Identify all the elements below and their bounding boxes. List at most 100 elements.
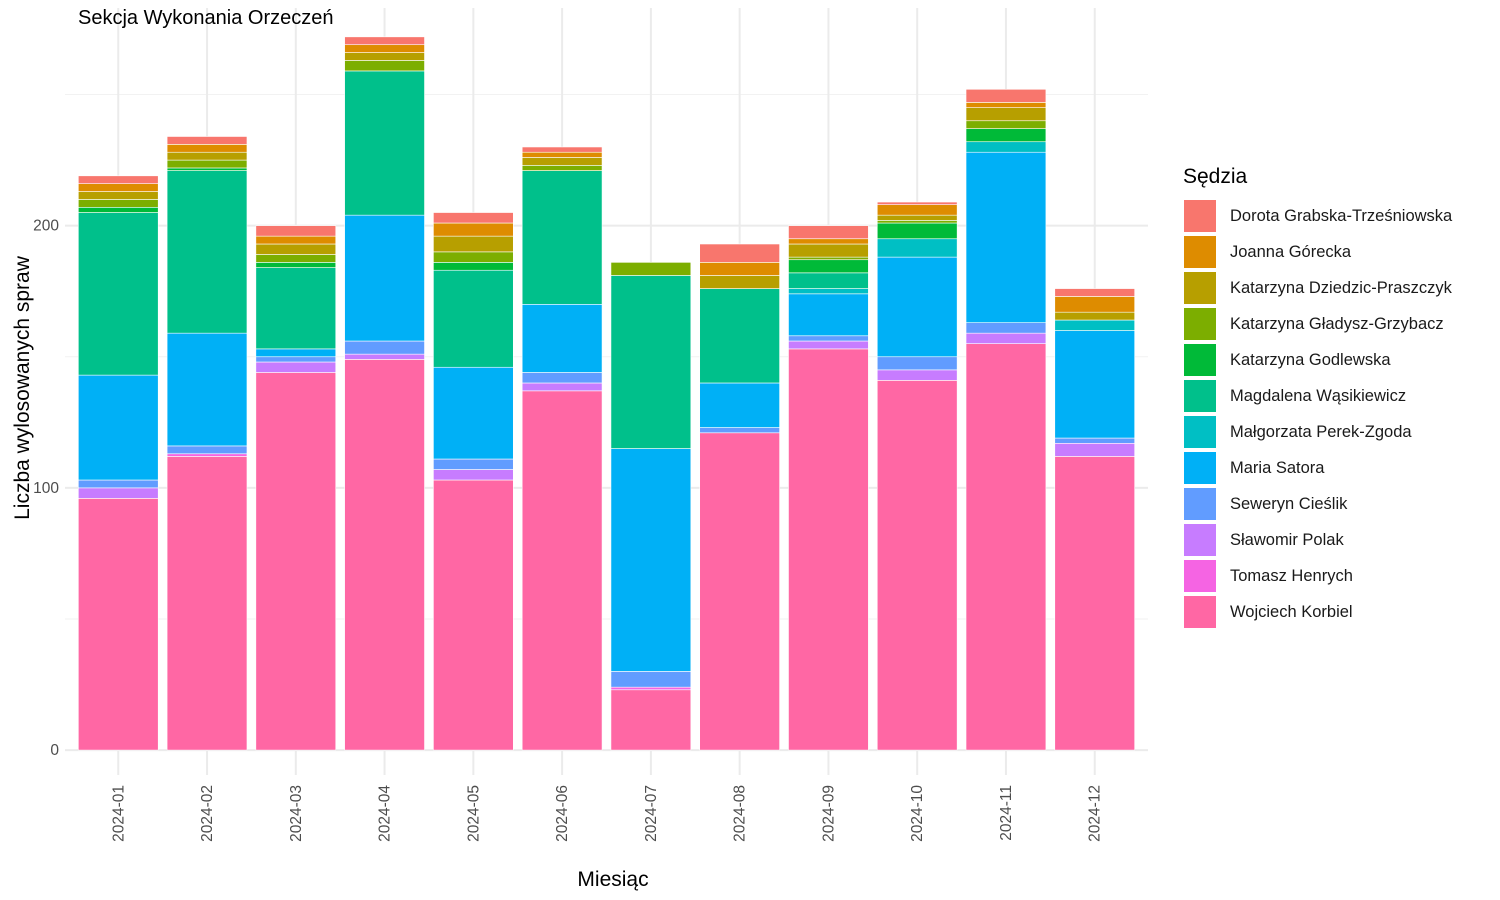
- bar-segment: [1054, 456, 1135, 751]
- bar-segment: [78, 374, 159, 481]
- bar-segment: [166, 445, 248, 455]
- bar-segment: [433, 458, 514, 470]
- bar-segment: [1054, 330, 1135, 439]
- legend-swatch: [1183, 307, 1217, 341]
- legend-label: Małgorzata Perek-Zgoda: [1230, 422, 1412, 441]
- legend-label: Joanna Górecka: [1230, 242, 1352, 261]
- bar-segment: [610, 689, 692, 751]
- bar-segment: [1054, 288, 1135, 297]
- bar-segment: [78, 199, 159, 208]
- legend-title: Sędzia: [1183, 165, 1248, 188]
- legend-item: Joanna Górecka: [1183, 234, 1452, 270]
- legend: Sędzia Dorota Grabska-Trześniowska Joanna…: [1183, 165, 1452, 630]
- bar-segment: [255, 225, 337, 237]
- bar-segment: [876, 256, 958, 358]
- bar-segment: [344, 359, 425, 751]
- bar-segment: [610, 671, 692, 688]
- bar-segment: [433, 269, 514, 368]
- bar-segment: [965, 141, 1047, 153]
- bar-segment: [965, 332, 1047, 344]
- bar-segment: [433, 366, 514, 460]
- bar-segment: [433, 469, 514, 481]
- y-axis-title: Liczba wylosowanych spraw: [11, 255, 34, 520]
- bar-segment: [344, 70, 425, 216]
- bar-segment: [255, 356, 337, 363]
- bar-segment: [78, 191, 159, 200]
- bar-segment: [166, 144, 248, 153]
- legend-item: Wojciech Korbiel: [1183, 594, 1452, 630]
- bar-segment: [876, 201, 958, 205]
- legend-swatch: [1183, 343, 1217, 377]
- chart-title: Sekcja Wykonania Orzeczeń: [78, 7, 334, 29]
- legend-item: Seweryn Cieślik: [1183, 486, 1452, 522]
- bar-segment: [433, 212, 514, 224]
- legend-swatch: [1183, 595, 1217, 629]
- bar-segment: [521, 170, 603, 305]
- bar-segment: [344, 340, 425, 355]
- bar-segment: [965, 88, 1047, 103]
- bar-segment: [433, 262, 514, 271]
- bar-segment: [876, 220, 958, 224]
- bar-segment: [965, 343, 1047, 751]
- bar-segment: [788, 272, 869, 289]
- bar-segment: [965, 128, 1047, 143]
- legend-swatch: [1183, 199, 1217, 233]
- legend-swatch: [1183, 523, 1217, 557]
- bar-segment: [788, 256, 869, 261]
- bar-segment: [610, 275, 692, 449]
- legend-item: Sławomir Polak: [1183, 522, 1452, 558]
- bar-segment: [699, 432, 780, 751]
- legend-item: Katarzyna Gładysz-Grzybacz: [1183, 306, 1452, 342]
- bar-segment: [876, 222, 958, 240]
- legend-label: Katarzyna Dziedzic-Praszczyk: [1230, 278, 1452, 297]
- x-tick-label: 2024-02: [199, 785, 216, 842]
- y-tick-label: 0: [50, 742, 59, 759]
- legend-label: Tomasz Henrych: [1230, 566, 1353, 585]
- bar-segment: [255, 372, 337, 751]
- bar-segment: [788, 238, 869, 245]
- bar-segment: [433, 222, 514, 237]
- legend-label: Katarzyna Godlewska: [1230, 350, 1391, 369]
- bar-segment: [876, 356, 958, 371]
- bar-segment: [1054, 437, 1135, 444]
- bar-segment: [699, 382, 780, 428]
- bar-segment: [344, 52, 425, 61]
- legend-swatch: [1183, 487, 1217, 521]
- legend-item: Tomasz Henrych: [1183, 558, 1452, 594]
- bar-segment: [965, 120, 1047, 129]
- bar-segment: [255, 361, 337, 373]
- bar-segment: [344, 353, 425, 360]
- bar-segment: [166, 332, 248, 447]
- legend-label: Wojciech Korbiel: [1230, 602, 1353, 621]
- bar-segment: [788, 288, 869, 295]
- bar-segment: [788, 243, 869, 258]
- legend-swatch: [1183, 235, 1217, 269]
- bar-segment: [788, 225, 869, 240]
- bar-segment: [1054, 311, 1135, 321]
- bar-segment: [344, 36, 425, 46]
- legend-items: Dorota Grabska-Trześniowska Joanna Góreck…: [1183, 198, 1452, 630]
- bar-segment: [965, 107, 1047, 122]
- bar-segment: [699, 262, 780, 276]
- bar-segment: [433, 251, 514, 263]
- bar-segment: [521, 382, 603, 392]
- x-axis-title: Miesiąc: [577, 868, 648, 891]
- bar-segment: [965, 102, 1047, 108]
- bar-segment: [78, 183, 159, 192]
- legend-swatch: [1183, 379, 1217, 413]
- x-tick-label: 2024-09: [820, 785, 837, 842]
- bar-segment: [255, 254, 337, 263]
- x-tick-label: 2024-07: [643, 785, 660, 842]
- x-tick-label: 2024-04: [377, 785, 394, 842]
- bar-segment: [610, 262, 692, 276]
- bar-segment: [610, 686, 692, 691]
- x-tick-label: 2024-11: [998, 785, 1015, 841]
- bar-segment: [876, 238, 958, 258]
- legend-label: Dorota Grabska-Trześniowska: [1230, 206, 1453, 225]
- legend-item: Magdalena Wąsikiewicz: [1183, 378, 1452, 414]
- bar-segment: [166, 456, 248, 751]
- bar-segment: [166, 170, 248, 334]
- x-tick-label: 2024-10: [909, 785, 926, 842]
- x-tick-label: 2024-05: [465, 785, 482, 842]
- x-tick-label: 2024-06: [554, 785, 571, 842]
